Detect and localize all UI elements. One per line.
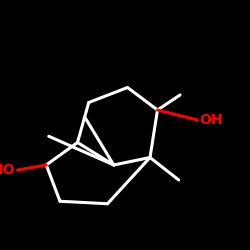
Text: OH: OH xyxy=(200,113,223,127)
Text: HO: HO xyxy=(0,163,16,177)
